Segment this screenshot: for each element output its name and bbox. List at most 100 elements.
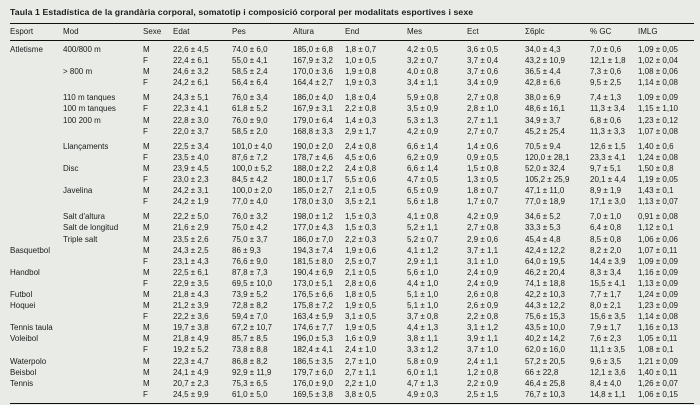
table-row: Tennis taula M 19,7 ± 3,8 67,2 ± 10,7 174,6 … xyxy=(10,322,694,333)
table-cell: 21,8 ± 4,9 xyxy=(173,334,209,344)
table-cell: M xyxy=(143,223,150,233)
table-cell: 3,4 ± 0,9 xyxy=(467,78,499,88)
header-rule xyxy=(10,40,694,41)
table-cell: 3,7 ± 1,1 xyxy=(467,245,499,255)
table-cell: 185,0 ± 2,7 xyxy=(293,186,333,196)
table-cell: 1,40 ± 0,11 xyxy=(638,367,678,377)
table-cell: 110 m tanques xyxy=(63,93,116,103)
table-cell: 23,0 ± 2,3 xyxy=(173,175,209,185)
table-cell: 1,50 ± 0,8 xyxy=(638,163,674,173)
table-cell: 3,8 ± 1,1 xyxy=(407,334,439,344)
table-cell xyxy=(10,256,63,267)
table-cell: Beisbol xyxy=(10,367,37,377)
header-cell: Sexe xyxy=(143,27,162,36)
table-cell xyxy=(63,77,143,88)
table-cell: Tennis taula xyxy=(10,323,53,333)
table-cell: 5,9 ± 0,8 xyxy=(407,93,439,103)
table-cell: 2,4 ± 0,9 xyxy=(467,267,499,277)
table-cell: 64,0 ± 19,5 xyxy=(525,256,565,266)
table-row: Salt de longitud M 21,6 ± 2,9 75,0 ± 4,2 177… xyxy=(10,222,694,233)
table-cell: 15,6 ± 3,5 xyxy=(590,312,626,322)
table-cell: 34,0 ± 4,3 xyxy=(525,45,561,54)
table-cell: 2,5 ± 1,5 xyxy=(467,389,499,399)
table-cell: M xyxy=(143,45,150,54)
table-cell: 1,6 ± 0,9 xyxy=(345,334,377,344)
table-cell: F xyxy=(143,56,148,66)
table-cell: 8,3 ± 3,4 xyxy=(590,267,622,277)
table-row: F 22,0 ± 3,7 58,5 ± 2,0 168,8 ± 3,3 2,9 ± 1,… xyxy=(10,126,694,137)
table-cell: 2,4 ± 0,8 xyxy=(345,141,377,151)
table-cell: 34,9 ± 3,7 xyxy=(525,115,561,125)
table-cell: 76,0 ± 3,2 xyxy=(232,212,268,222)
table-cell: 1,14 ± 0,08 xyxy=(638,78,678,88)
table-cell xyxy=(10,115,63,126)
table-cell: 6,2 ± 0,9 xyxy=(407,152,439,162)
table-cell: 1,06 ± 0,15 xyxy=(638,389,678,399)
header-cell: Ect xyxy=(467,27,479,36)
table-cell: 7,4 ± 1,3 xyxy=(590,93,622,103)
table-cell: M xyxy=(143,141,150,151)
table-cell: 1,5 ± 0,3 xyxy=(345,223,377,233)
table-cell: 1,23 ± 0,09 xyxy=(638,301,678,311)
table-row: F 23,5 ± 4,0 87,6 ± 7,2 178,7 ± 4,6 4,5 ± 0,… xyxy=(10,152,694,163)
header-cell: End xyxy=(345,27,360,36)
table-cell: 3,8 ± 0,5 xyxy=(345,389,377,399)
table-cell: 87,8 ± 7,3 xyxy=(232,267,268,277)
table-cell: 1,24 ± 0,08 xyxy=(638,152,678,162)
table-cell: 7,6 ± 2,3 xyxy=(590,334,622,344)
table-cell: 181,5 ± 8,0 xyxy=(293,256,333,266)
table-cell: 2,1 ± 0,5 xyxy=(345,186,377,196)
table-cell: 4,0 ± 0,8 xyxy=(407,67,439,77)
table-body: Atletisme 400/800 m M 22,6 ± 4,5 74,0 ± 6,0 1… xyxy=(10,41,694,400)
table-cell: 190,0 ± 2,0 xyxy=(293,141,333,151)
table-cell: 11,1 ± 3,5 xyxy=(590,345,625,355)
table-cell: 14,8 ± 1,1 xyxy=(590,389,626,399)
table-cell xyxy=(10,211,63,222)
table-cell: F xyxy=(143,278,148,288)
table-cell: 2,9 ± 1,1 xyxy=(407,256,439,266)
table-cell: 77,0 ± 4,0 xyxy=(232,197,268,207)
table-cell: 52,0 ± 32,4 xyxy=(525,163,565,173)
table-cell: M xyxy=(143,323,150,333)
table-cell: 42,4 ± 12,2 xyxy=(525,245,565,255)
table-cell: 17,1 ± 3,0 xyxy=(590,197,626,207)
table-cell xyxy=(63,278,143,289)
table-cell: 1,9 ± 0,5 xyxy=(345,323,377,333)
table-cell: 9,5 ± 2,5 xyxy=(590,78,622,88)
table-cell: 21,2 ± 3,9 xyxy=(173,301,209,311)
table-cell: 1,23 ± 0,12 xyxy=(638,115,678,125)
table-cell: 75,0 ± 4,2 xyxy=(232,223,268,233)
table-row: Hoquei M 21,2 ± 3,9 72,8 ± 8,2 175,8 ± 7,2 1,… xyxy=(10,300,694,311)
table-cell: 1,9 ± 0,6 xyxy=(345,245,377,255)
table-cell xyxy=(63,196,143,207)
table-cell: 40,2 ± 14,2 xyxy=(525,334,565,344)
table-cell: 87,6 ± 7,2 xyxy=(232,152,268,162)
table-cell: 3,7 ± 1,0 xyxy=(467,345,499,355)
table-cell: 23,9 ± 4,5 xyxy=(173,163,209,173)
table-cell: 174,6 ± 7,7 xyxy=(293,323,333,333)
table-cell: 2,7 ± 0,8 xyxy=(467,223,499,233)
table-cell: 62,0 ± 16,0 xyxy=(525,345,565,355)
table-row: F 24,2 ± 1,9 77,0 ± 4,0 178,0 ± 3,0 3,5 ± 2,… xyxy=(10,196,694,207)
table-cell: 5,6 ± 1,0 xyxy=(407,267,439,277)
header-cell: Edat xyxy=(173,27,190,36)
table-cell: 1,13 ± 0,07 xyxy=(638,197,678,207)
table-cell: 1,8 ± 0,5 xyxy=(345,289,377,299)
table-cell: 3,9 ± 1,1 xyxy=(467,334,499,344)
table-cell: 2,9 ± 0,6 xyxy=(467,234,499,244)
table-cell: 169,5 ± 3,8 xyxy=(293,389,333,399)
table-cell: 167,9 ± 3,1 xyxy=(293,104,333,114)
table-cell: Triple salt xyxy=(63,234,98,244)
table-cell: 5,8 ± 0,9 xyxy=(407,356,439,366)
header-cell: % GC xyxy=(590,27,612,36)
table-cell: 24,2 ± 3,1 xyxy=(173,186,209,196)
table-cell: 9,6 ± 3,5 xyxy=(590,356,622,366)
table-cell: 7,7 ± 1,7 xyxy=(590,289,622,299)
table-cell: 198,0 ± 1,2 xyxy=(293,212,333,222)
table-cell: 73,8 ± 8,8 xyxy=(232,345,268,355)
table-cell: 186,0 ± 7,0 xyxy=(293,234,333,244)
table-cell: 6,8 ± 0,6 xyxy=(590,115,622,125)
table-cell xyxy=(63,256,143,267)
table-row: Llançaments M 22,5 ± 3,4 101,0 ± 4,0 190,0 ±… xyxy=(10,141,694,152)
table-cell: 58,5 ± 2,0 xyxy=(232,126,268,136)
